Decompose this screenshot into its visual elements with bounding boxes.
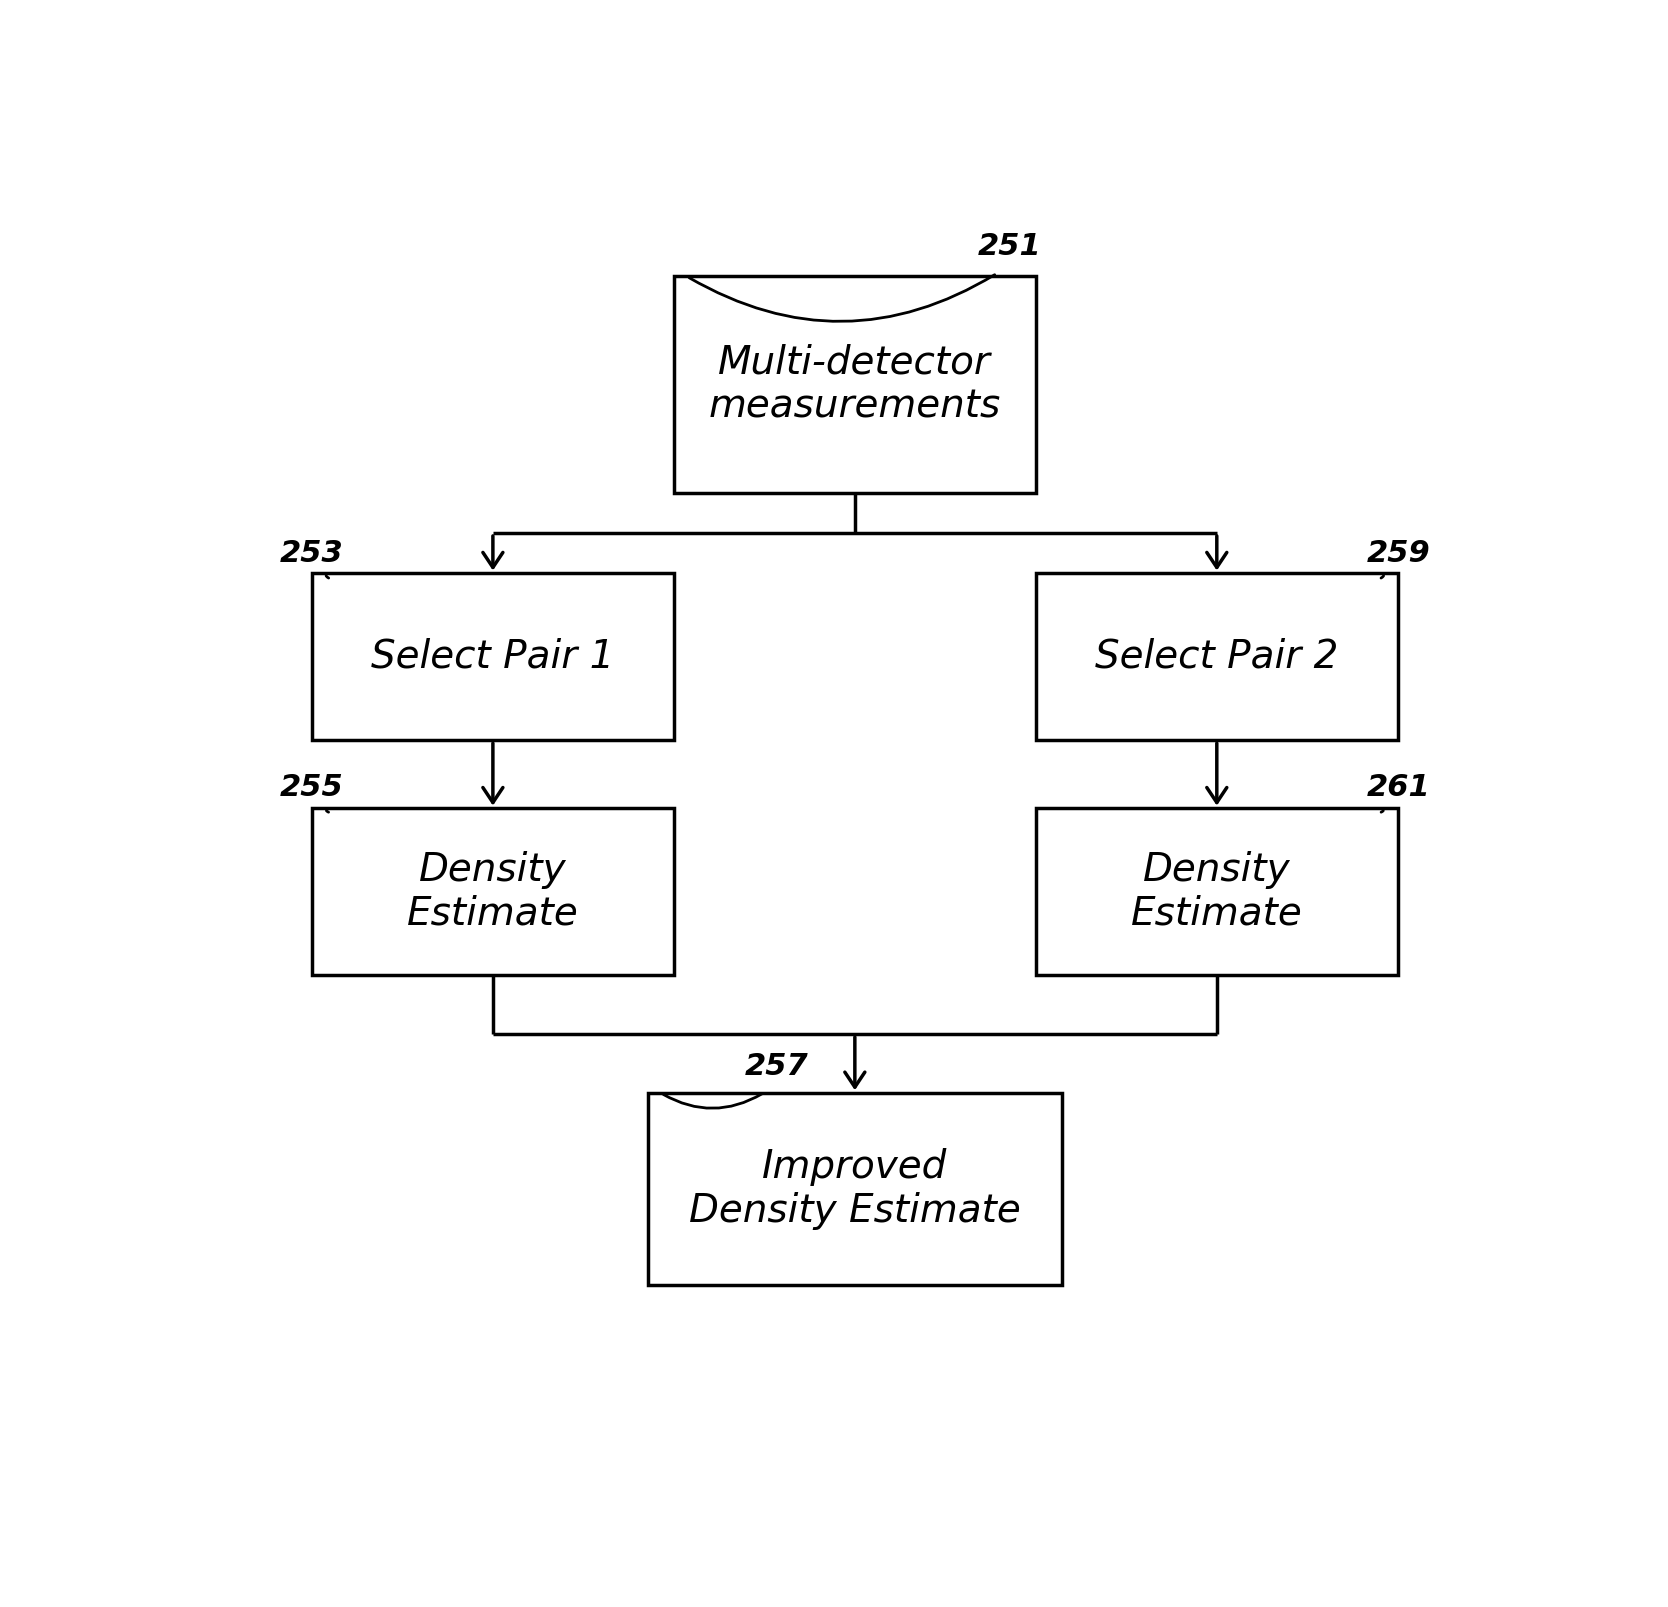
Bar: [1036, 574, 1398, 741]
Bar: [674, 276, 1036, 493]
Text: 257: 257: [746, 1053, 809, 1082]
Bar: [312, 574, 674, 741]
Text: 251: 251: [977, 231, 1041, 260]
Text: Select Pair 2: Select Pair 2: [1096, 638, 1338, 677]
Bar: [1036, 808, 1398, 975]
Text: Density
Estimate: Density Estimate: [1131, 852, 1303, 934]
Text: Improved
Density Estimate: Improved Density Estimate: [689, 1147, 1021, 1229]
Text: 259: 259: [1366, 538, 1429, 567]
Text: Multi-detector
measurements: Multi-detector measurements: [709, 344, 1001, 426]
Text: Density
Estimate: Density Estimate: [407, 852, 579, 934]
Text: 261: 261: [1366, 773, 1429, 802]
Text: Select Pair 1: Select Pair 1: [372, 638, 614, 677]
Bar: [647, 1093, 1061, 1286]
Text: 255: 255: [280, 773, 344, 802]
Text: 253: 253: [280, 538, 344, 567]
Bar: [312, 808, 674, 975]
